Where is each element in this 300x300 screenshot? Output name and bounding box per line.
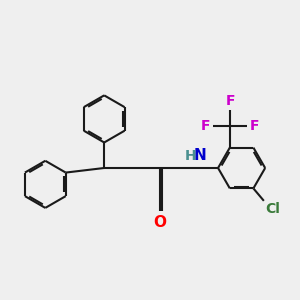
Text: F: F bbox=[201, 119, 210, 133]
Text: F: F bbox=[226, 94, 235, 108]
Text: Cl: Cl bbox=[266, 202, 280, 217]
Text: O: O bbox=[153, 215, 166, 230]
Text: H: H bbox=[184, 149, 196, 163]
Text: F: F bbox=[250, 119, 259, 133]
Text: N: N bbox=[194, 148, 206, 163]
